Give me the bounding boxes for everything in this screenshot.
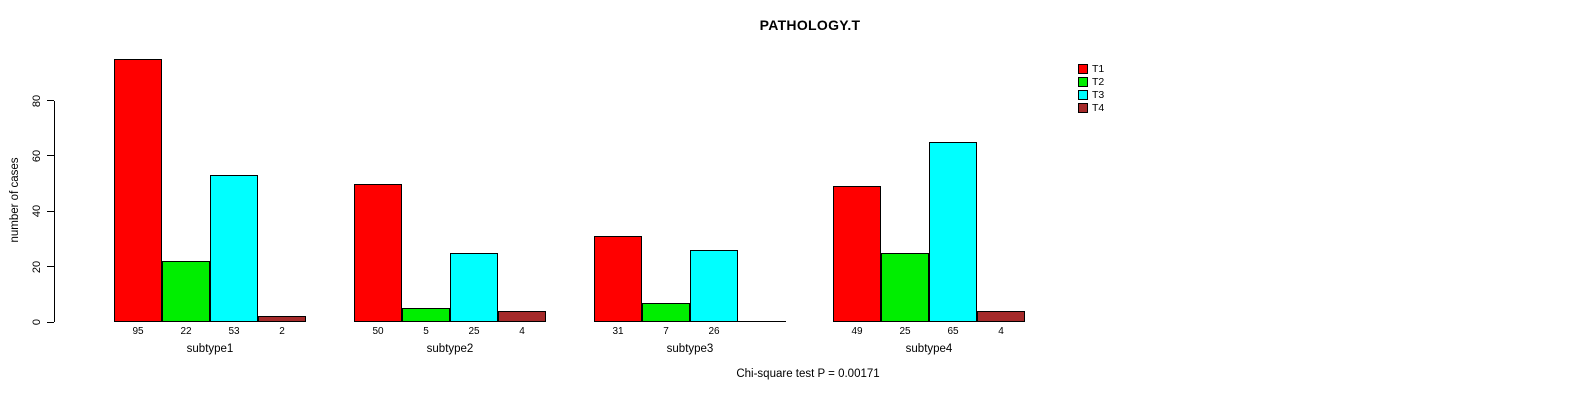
bar-T2-subtype4 [881,252,929,322]
bar-T1-subtype3 [594,236,642,322]
bar-value-label: 22 [180,326,192,337]
legend-label: T2 [1092,76,1105,88]
bar-value-label: 4 [998,326,1004,337]
bar-T3-subtype3 [690,250,738,322]
bar-T3-subtype4 [929,142,977,322]
y-axis-tick [47,321,54,323]
legend-swatch-T2 [1078,77,1088,87]
bar-T4-subtype2 [498,310,546,322]
bar-T3-subtype1 [210,175,258,322]
y-tick-label: 40 [31,205,43,218]
y-axis-tick [47,155,54,157]
bar-T1-subtype4 [833,186,881,322]
legend-label: T4 [1092,102,1105,114]
bar-T4-subtype4 [977,310,1025,322]
chart-title: PATHOLOGY.T [759,17,861,33]
chart-annotation: Chi-square test P = 0.00171 [736,368,880,380]
bar-value-label: 31 [612,326,624,337]
bar-value-label: 65 [947,326,959,337]
bar-T1-subtype2 [354,183,402,322]
bar-value-label: 2 [279,326,285,337]
legend-label: T1 [1092,63,1105,75]
bar-value-label: 50 [372,326,384,337]
y-axis-tick [47,100,54,102]
bar-T2-subtype1 [162,261,210,322]
y-axis-label: number of cases [9,157,21,243]
bar-value-label: 49 [851,326,863,337]
bar-value-label: 25 [899,326,911,337]
x-category-label: subtype3 [666,343,714,355]
bar-value-label: 95 [132,326,144,337]
bar-value-label: 25 [468,326,480,337]
legend-swatch-T3 [1078,90,1088,100]
bar-T2-subtype2 [402,308,450,322]
bar-value-label: 53 [228,326,240,337]
legend-swatch-T1 [1078,64,1088,74]
bar-value-label: 26 [708,326,720,337]
bar-T4-subtype3-zero [738,321,786,322]
y-axis-line [54,100,55,322]
legend-label: T3 [1092,89,1105,101]
bar-value-label: 5 [423,326,429,337]
y-axis-tick [47,266,54,268]
y-tick-label: 80 [31,94,43,107]
bar-T4-subtype1 [258,316,306,322]
bar-T3-subtype2 [450,252,498,322]
bar-T1-subtype1 [114,59,162,322]
y-tick-label: 20 [31,260,43,273]
y-tick-label: 0 [31,318,43,326]
bar-T2-subtype3 [642,302,690,322]
x-category-label: subtype4 [905,343,953,355]
legend-swatch-T4 [1078,103,1088,113]
y-axis-tick [47,210,54,212]
bar-value-label: 4 [519,326,525,337]
x-category-label: subtype1 [186,343,234,355]
bar-value-label: 7 [663,326,669,337]
y-tick-label: 60 [31,149,43,163]
x-category-label: subtype2 [426,343,474,355]
